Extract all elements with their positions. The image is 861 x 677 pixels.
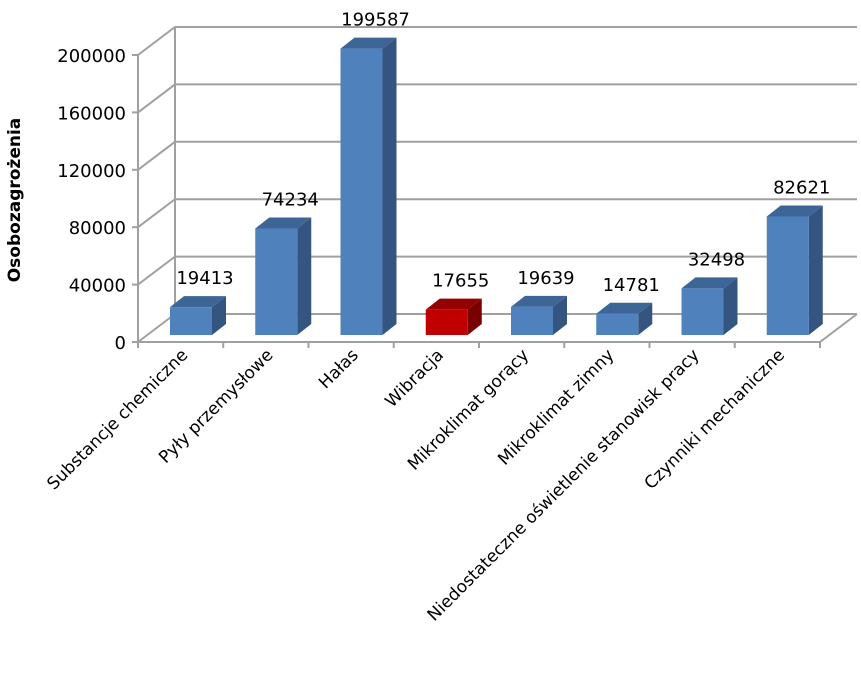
gridlines: [137, 26, 858, 343]
gridline: [137, 83, 857, 114]
bar: [511, 306, 553, 335]
y-tick-label: 80000: [69, 218, 126, 239]
bar-top: [425, 298, 482, 310]
bar-top: [340, 37, 397, 49]
bar-side: [382, 37, 397, 336]
floor-edge: [138, 313, 858, 343]
data-label: 32498: [688, 249, 745, 270]
bar: [340, 48, 383, 336]
bars: [170, 37, 823, 336]
x-tick-label: Wibracja: [382, 345, 448, 411]
bar-side: [638, 302, 653, 335]
bar: [255, 228, 298, 335]
bar-side: [723, 277, 738, 335]
y-axis: 0 40000 80000 120000 160000 200000: [57, 46, 138, 354]
data-label: 74234: [262, 189, 319, 210]
bar-top: [596, 302, 653, 314]
data-label: 82621: [773, 177, 830, 198]
data-label: 19639: [517, 268, 574, 289]
data-labels: 19413 74234 199587 17655 19639 14781 32498 8262…: [176, 10, 830, 296]
gridline: [137, 255, 857, 286]
x-tick-label: Czynniki mechaniczne: [641, 345, 789, 493]
data-label: 14781: [603, 275, 660, 296]
data-label: 19413: [176, 268, 233, 289]
data-label: 199587: [341, 10, 410, 31]
y-tick-label: 0: [115, 333, 126, 354]
bar: [596, 313, 639, 335]
bar-top: [511, 295, 567, 307]
gridline: [137, 313, 857, 343]
bar-top: [255, 217, 312, 229]
y-tick-label: 120000: [57, 161, 126, 182]
bar: [681, 288, 724, 335]
y-tick-label: 160000: [57, 103, 126, 124]
bar-side: [808, 205, 823, 335]
bar: [766, 216, 809, 335]
y-tick-label: 40000: [69, 276, 126, 297]
gridline: [137, 140, 857, 171]
bar-top: [170, 296, 226, 308]
bar-top: [681, 277, 738, 289]
bar: [425, 309, 468, 335]
bar: [170, 307, 212, 335]
bar-side: [212, 296, 226, 335]
y-axis-title: Osobozagrożenia: [5, 118, 25, 283]
data-label: 17655: [432, 271, 489, 292]
bar-side: [467, 298, 482, 335]
bar-top: [766, 205, 823, 217]
y-tick-label: 200000: [57, 46, 126, 67]
bar-side: [553, 295, 567, 335]
x-tick-label: Hałas: [315, 345, 363, 393]
x-tick-label: Substancje chemiczne: [43, 345, 192, 494]
bar-side: [297, 217, 312, 335]
gridline: [137, 198, 857, 228]
gridline: [137, 26, 857, 56]
